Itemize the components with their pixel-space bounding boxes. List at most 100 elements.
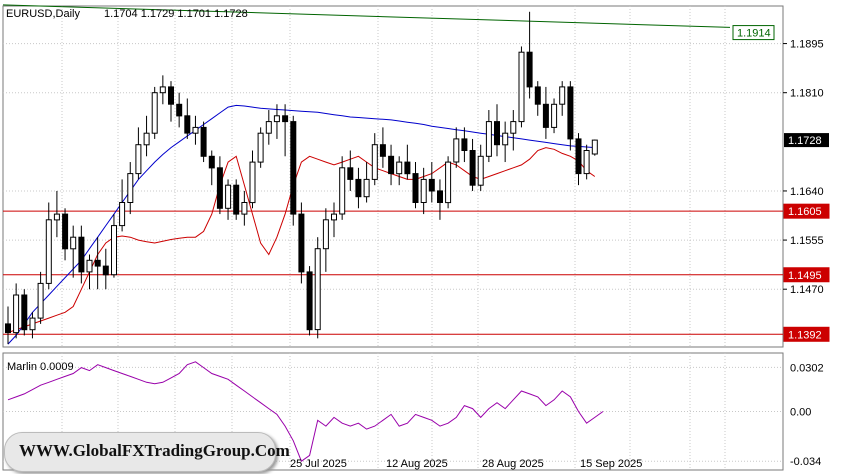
candle bbox=[322, 208, 329, 272]
candle-body bbox=[420, 178, 427, 203]
candle bbox=[70, 225, 77, 278]
indicator-line bbox=[7, 361, 604, 462]
candle-body bbox=[168, 86, 174, 105]
candle-body bbox=[379, 144, 386, 157]
candle-body bbox=[485, 121, 492, 157]
candle-body bbox=[70, 236, 77, 250]
candle bbox=[388, 144, 395, 186]
candle-body bbox=[5, 323, 11, 334]
candle-body bbox=[428, 178, 435, 192]
candle bbox=[437, 179, 443, 220]
candle-body bbox=[437, 190, 443, 203]
candle-body bbox=[249, 161, 256, 204]
candle bbox=[29, 312, 36, 339]
candle-body bbox=[282, 115, 289, 123]
candle bbox=[119, 179, 126, 232]
candle bbox=[216, 156, 223, 215]
candle-body bbox=[265, 121, 272, 134]
candle bbox=[510, 110, 517, 151]
candle bbox=[559, 81, 566, 116]
chart-header-symbol: EURUSD,Daily bbox=[6, 8, 80, 20]
candle-body bbox=[29, 317, 36, 331]
indicator-lines bbox=[7, 361, 604, 462]
level-badge: 1.1495 bbox=[783, 267, 830, 283]
candle bbox=[347, 150, 354, 191]
candle-body bbox=[273, 115, 280, 123]
candle bbox=[461, 127, 468, 163]
candle bbox=[257, 127, 264, 168]
candle bbox=[396, 156, 403, 186]
candle bbox=[94, 237, 101, 290]
candle-body bbox=[331, 213, 337, 221]
candle bbox=[45, 202, 52, 290]
candle bbox=[143, 115, 150, 157]
watermark-badge: WWW.GlobalFXTradingGroup.Com bbox=[4, 432, 290, 472]
candle-body bbox=[322, 219, 329, 250]
candle-body bbox=[371, 144, 378, 180]
candle bbox=[445, 156, 452, 209]
candle bbox=[404, 144, 411, 180]
candle bbox=[453, 127, 460, 168]
date-tick-label: 15 Sep 2025 bbox=[580, 458, 642, 470]
candle bbox=[412, 162, 419, 209]
candle-body bbox=[591, 139, 598, 155]
candle-body bbox=[494, 121, 500, 146]
candle-body bbox=[575, 138, 582, 175]
candle-body bbox=[62, 213, 69, 250]
candle-body bbox=[339, 167, 346, 215]
candle bbox=[583, 144, 590, 180]
candle bbox=[168, 81, 174, 122]
candle-body bbox=[119, 202, 126, 227]
price-axis: 1.1895 1.1810 1.1640 1.1555 1.1470 0.0302 0.00… bbox=[290, 25, 830, 470]
candle bbox=[5, 306, 11, 345]
price-tick-label: 1.1810 bbox=[790, 88, 824, 100]
indicator-tick-label: 0.00 bbox=[790, 407, 811, 419]
level-badge-label: 1.1495 bbox=[788, 270, 822, 282]
candle bbox=[273, 104, 280, 139]
candle-body bbox=[502, 132, 509, 146]
candle-body bbox=[241, 202, 248, 215]
price-tick-label: 1.1640 bbox=[790, 186, 824, 198]
candle bbox=[233, 179, 240, 220]
candle bbox=[21, 289, 28, 336]
candle bbox=[13, 283, 20, 339]
candle bbox=[314, 237, 321, 339]
candle-body bbox=[45, 219, 52, 284]
candle-body bbox=[363, 178, 370, 198]
candle-body bbox=[102, 265, 109, 276]
candle-body bbox=[21, 294, 28, 331]
level-badge-box bbox=[783, 267, 830, 283]
candle bbox=[102, 248, 109, 290]
candle bbox=[127, 162, 134, 215]
candle-body bbox=[143, 132, 150, 146]
current-price-box bbox=[784, 133, 829, 148]
candle bbox=[526, 11, 533, 99]
candle bbox=[53, 190, 60, 238]
candle-body bbox=[13, 294, 20, 334]
candle-body bbox=[306, 271, 313, 331]
candle-body bbox=[208, 155, 215, 169]
indicator-tick-label: -0.034 bbox=[790, 456, 821, 468]
candle-body bbox=[225, 184, 232, 209]
candle-body bbox=[461, 138, 468, 151]
main-panel bbox=[2, 5, 784, 348]
candle-body bbox=[396, 161, 403, 175]
candle bbox=[151, 86, 158, 139]
candle-body bbox=[404, 161, 411, 175]
candle bbox=[502, 121, 509, 163]
level-badge-label: 1.1605 bbox=[788, 206, 822, 218]
level-badge-box bbox=[732, 25, 775, 41]
date-tick-label: 12 Aug 2025 bbox=[386, 458, 448, 470]
date-tick-label: 28 Aug 2025 bbox=[482, 458, 544, 470]
candle-body bbox=[53, 213, 60, 221]
price-tick-label: 1.1895 bbox=[790, 39, 824, 51]
candle bbox=[494, 104, 500, 157]
candle-body bbox=[127, 173, 134, 204]
candle-body bbox=[567, 86, 574, 140]
candle bbox=[477, 144, 484, 191]
candle bbox=[265, 110, 272, 145]
candle-body bbox=[477, 155, 484, 186]
candle-body bbox=[518, 51, 525, 123]
candle-body bbox=[94, 259, 101, 267]
candle bbox=[62, 208, 69, 261]
